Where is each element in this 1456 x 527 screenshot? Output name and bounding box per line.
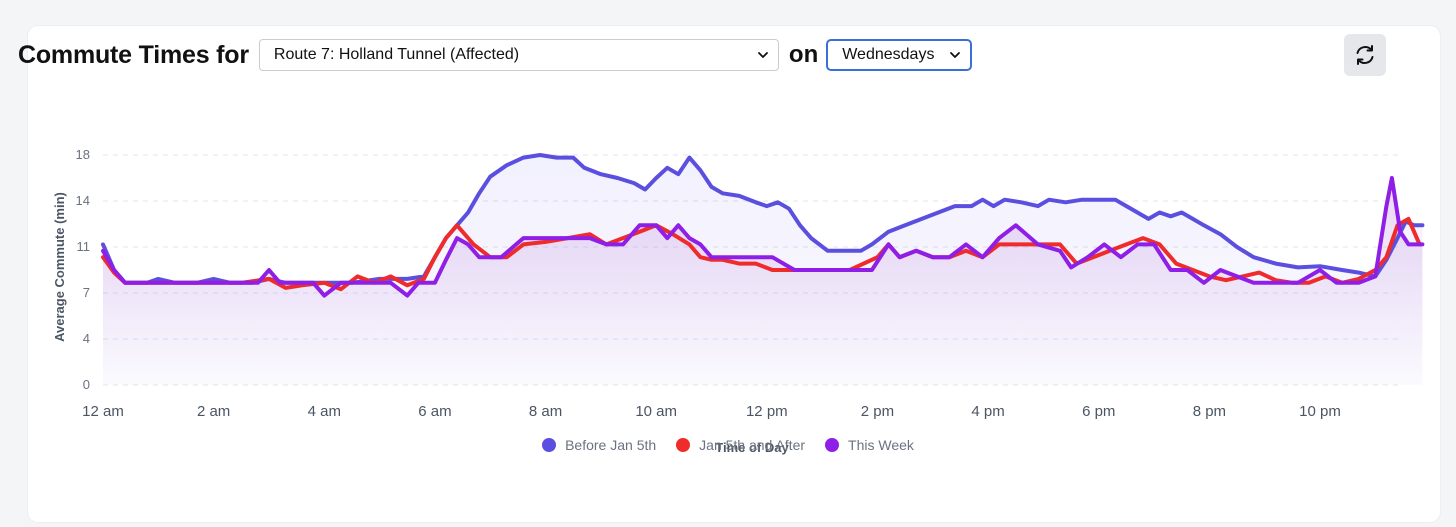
x-tick-label: 2 am bbox=[197, 403, 230, 420]
y-tick-label: 7 bbox=[83, 285, 90, 300]
axis-ticks: 0 4 7 11 14 18 12 am 2 am 4 am 6 am 8 am 10 am 12 pm… bbox=[76, 147, 1341, 420]
x-tick-label: 4 pm bbox=[971, 403, 1004, 420]
x-tick-label: 12 pm bbox=[746, 403, 788, 420]
x-tick-label: 2 pm bbox=[861, 403, 894, 420]
route-select[interactable]: Route 7: Holland Tunnel (Affected) bbox=[258, 39, 779, 71]
x-tick-label: 6 pm bbox=[1082, 403, 1115, 420]
series-line-this-week bbox=[101, 176, 1425, 298]
series-lines bbox=[101, 153, 1425, 298]
x-tick-label: 8 pm bbox=[1193, 403, 1226, 420]
on-label: on bbox=[788, 41, 819, 68]
x-tick-label: 8 am bbox=[529, 403, 562, 420]
legend-item-after[interactable]: Jan 5th and After bbox=[676, 437, 805, 453]
refresh-icon bbox=[1356, 45, 1374, 65]
legend-dot-this-week bbox=[825, 438, 840, 452]
legend-item-before[interactable]: Before Jan 5th bbox=[542, 437, 656, 453]
x-axis-title: Time of Day bbox=[715, 440, 789, 455]
day-select-value: Wednesdays bbox=[842, 46, 935, 63]
y-tick-label: 0 bbox=[83, 377, 90, 392]
legend-label-after: Jan 5th and After bbox=[699, 437, 806, 453]
y-tick-label: 14 bbox=[76, 193, 90, 208]
x-tick-label: 4 am bbox=[308, 403, 341, 420]
refresh-button[interactable] bbox=[1344, 34, 1386, 76]
legend-label-before: Before Jan 5th bbox=[565, 437, 657, 453]
legend-dot-before bbox=[542, 438, 557, 452]
y-tick-label: 18 bbox=[76, 147, 90, 162]
legend-item-this-week[interactable]: This Week bbox=[825, 437, 914, 453]
y-tick-label: 4 bbox=[83, 331, 90, 346]
y-tick-label: 11 bbox=[77, 239, 91, 254]
area-fills bbox=[103, 155, 1423, 385]
legend-dot-after bbox=[676, 438, 691, 452]
series-line-before bbox=[101, 153, 1425, 285]
legend-label-this-week: This Week bbox=[848, 437, 914, 453]
route-select-value: Route 7: Holland Tunnel (Affected) bbox=[273, 46, 520, 63]
page-title: Commute Times for bbox=[18, 40, 249, 69]
x-tick-label: 6 am bbox=[418, 403, 451, 420]
chevron-down-icon bbox=[758, 52, 768, 58]
day-select[interactable]: Wednesdays bbox=[826, 39, 973, 71]
chart-legend: Before Jan 5th Jan 5th and After This We… bbox=[0, 437, 1456, 453]
chevron-down-icon bbox=[950, 52, 961, 58]
x-tick-label: 10 am bbox=[635, 403, 677, 420]
chart-header: Commute Times for Route 7: Holland Tunne… bbox=[18, 38, 973, 72]
x-tick-label: 12 am bbox=[82, 403, 124, 420]
series-line-after bbox=[101, 216, 1422, 292]
y-axis-title: Average Commute (min) bbox=[52, 192, 67, 342]
x-tick-label: 10 pm bbox=[1299, 403, 1341, 420]
area-fill-this-week bbox=[103, 178, 1423, 385]
